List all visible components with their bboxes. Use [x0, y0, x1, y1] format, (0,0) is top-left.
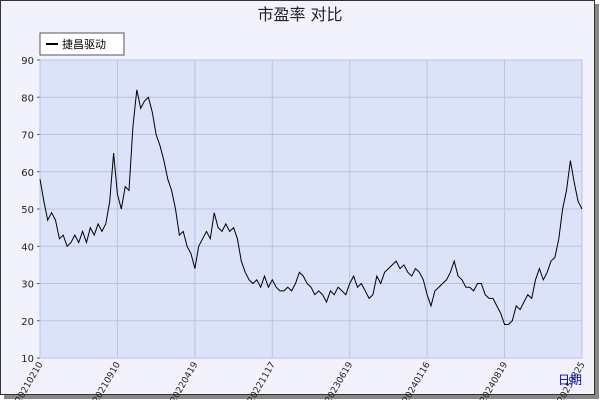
y-tick-label: 10 — [21, 354, 34, 365]
legend-box — [39, 32, 125, 56]
shadow — [595, 4, 599, 399]
y-tick-label: 30 — [21, 280, 34, 291]
shadow — [4, 395, 599, 399]
y-tick-label: 80 — [21, 93, 34, 104]
legend-label: 捷昌驱动 — [62, 37, 106, 51]
y-tick-label: 60 — [21, 168, 34, 179]
y-tick-label: 40 — [21, 242, 34, 253]
chart-title: 市盈率 对比 — [257, 5, 342, 24]
y-tick-label: 20 — [21, 317, 34, 328]
series-line — [39, 89, 583, 325]
x-axis-label: 日期 — [558, 373, 582, 387]
y-tick-label: 50 — [21, 205, 34, 216]
y-tick-label: 70 — [21, 131, 34, 142]
y-tick-label: 90 — [21, 56, 34, 67]
